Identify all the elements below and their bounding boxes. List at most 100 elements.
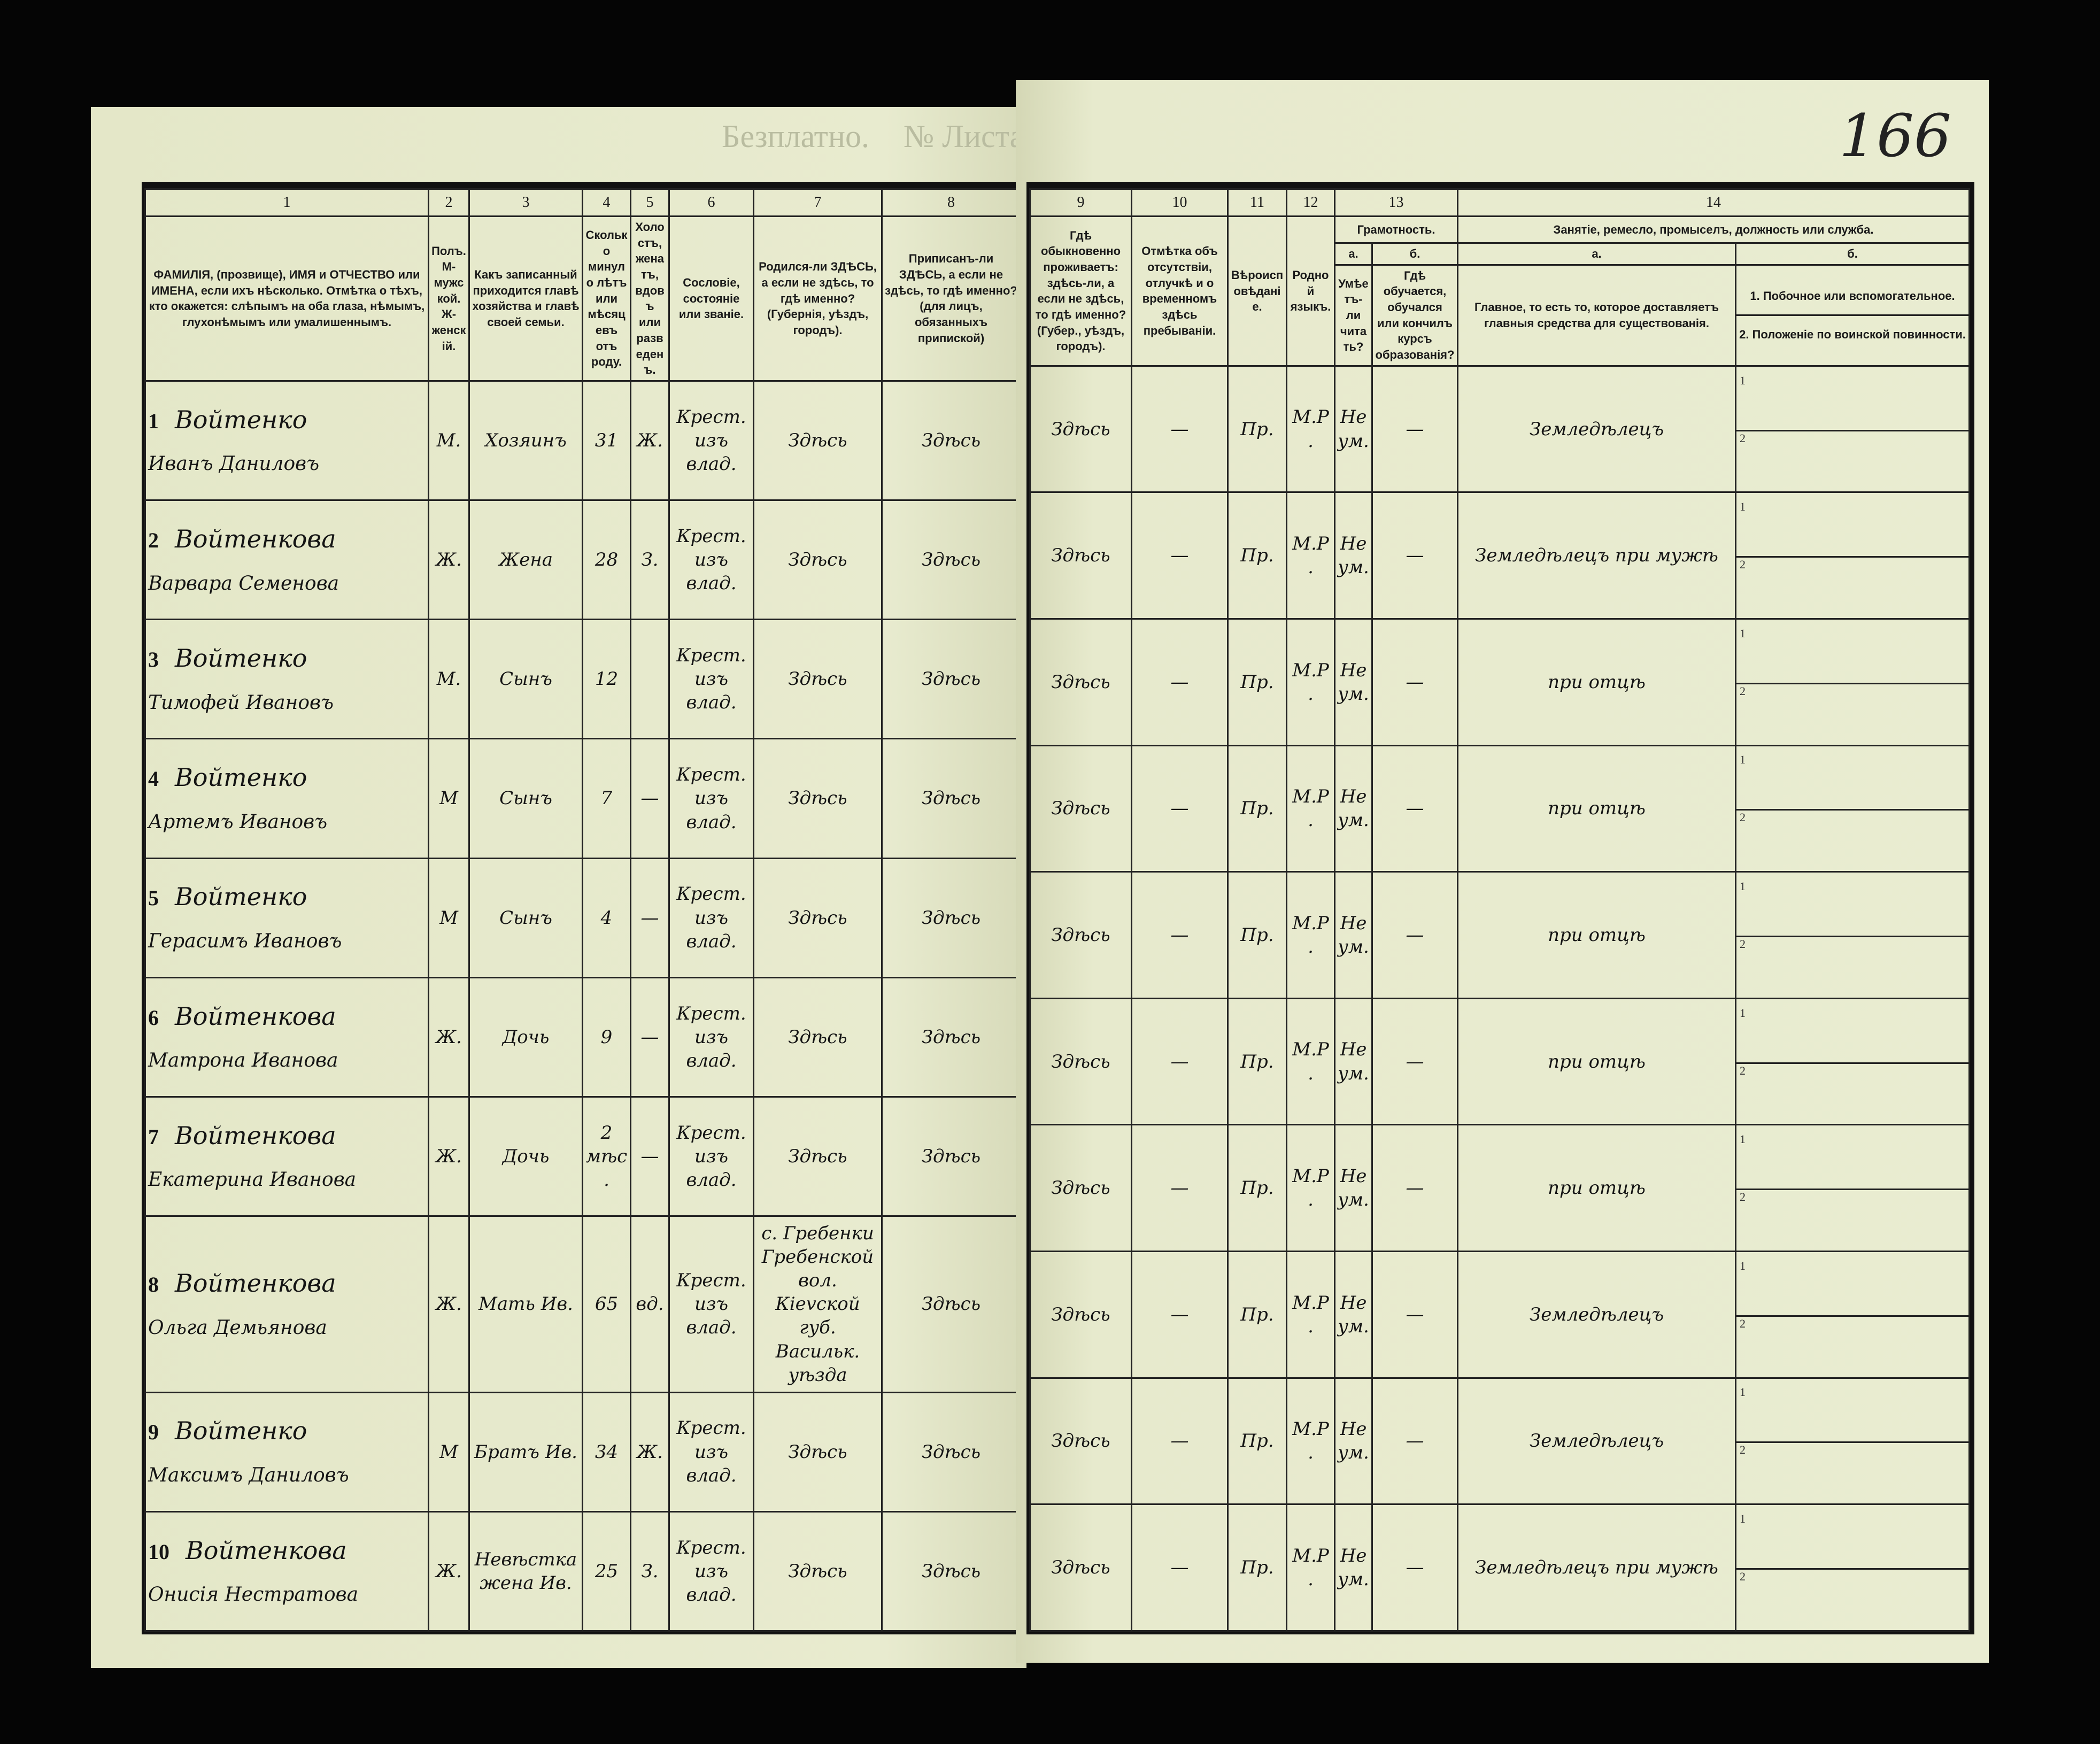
birthplace-cell: Здѣсь bbox=[753, 619, 883, 740]
name-cell: 9 Войтенко Максимъ Даниловъ bbox=[144, 1391, 429, 1513]
residence-cell: Здѣсь bbox=[1029, 1503, 1132, 1632]
col-11-number: 11 bbox=[1227, 188, 1287, 217]
marital-status-cell: вд. bbox=[630, 1215, 670, 1393]
sex-cell: Ж. bbox=[428, 499, 470, 621]
education-cell: — bbox=[1371, 997, 1458, 1126]
relation-cell: Дочь bbox=[468, 1095, 583, 1217]
col-14b-letter: б. bbox=[1735, 242, 1970, 266]
col-3-header: Какъ записанный приходится главѣ хозяйст… bbox=[468, 215, 583, 382]
native-language-cell: М.Р. bbox=[1286, 997, 1335, 1126]
surname: Войтенко bbox=[175, 882, 307, 912]
name-cell: 4 Войтенко Артемъ Ивановъ bbox=[144, 738, 429, 859]
census-row: 3 Войтенко Тимофей Ивановъ М. Сынъ 12 Крест. и… bbox=[144, 619, 1021, 740]
name-cell: 3 Войтенко Тимофей Ивановъ bbox=[144, 619, 429, 740]
census-row-continued: Здѣсь — Пр. М.Р. Не ум. — при отцѣ 1 2 bbox=[1029, 1124, 1970, 1253]
sub-line-1: 1 bbox=[1737, 753, 1968, 811]
name-cell: 8 Войтенкова Ольга Демьянова bbox=[144, 1215, 429, 1393]
sex-cell: Ж. bbox=[428, 1510, 470, 1632]
estate-cell: Крест. изъ влад. bbox=[668, 1215, 754, 1393]
birthplace-cell: Здѣсь bbox=[753, 1510, 883, 1632]
row-number: 2 bbox=[148, 528, 159, 552]
census-row: 4 Войтенко Артемъ Ивановъ М Сынъ 7— Крест. изъ… bbox=[144, 738, 1021, 859]
surname: Войтенкова bbox=[175, 1121, 336, 1150]
marital-status-cell bbox=[630, 619, 670, 740]
sub-line-2: 2 bbox=[1740, 1316, 1746, 1330]
census-row-continued: Здѣсь — Пр. М.Р. Не ум. — Земледѣлецъ при мужѣ… bbox=[1029, 491, 1970, 620]
education-cell: — bbox=[1371, 1377, 1458, 1506]
col-7-number: 7 bbox=[753, 188, 883, 217]
sub-line-2: 2 bbox=[1740, 1063, 1746, 1077]
col-13a-header: Умѣетъ-ли читать? bbox=[1334, 264, 1373, 367]
marital-status-cell: — bbox=[630, 1095, 670, 1217]
col-6-number: 6 bbox=[668, 188, 754, 217]
estate-cell: Крест. изъ влад. bbox=[668, 857, 754, 978]
registration-cell: Здѣсь bbox=[881, 499, 1021, 621]
sex-cell: М. bbox=[428, 380, 470, 501]
relation-cell: Жена bbox=[468, 499, 583, 621]
sub-line-2: 2 bbox=[1740, 558, 1746, 572]
census-row-continued: Здѣсь — Пр. М.Р. Не ум. — при отцѣ 1 2 bbox=[1029, 871, 1970, 999]
given-name-patronymic: Максимъ Даниловъ bbox=[148, 1464, 349, 1487]
col-1-header: ФАМИЛІЯ, (прозвище), ИМЯ и ОТЧЕСТВО или … bbox=[144, 215, 429, 382]
religion-cell: Пр. bbox=[1227, 1377, 1287, 1506]
col-10-number: 10 bbox=[1131, 188, 1229, 217]
sex-cell: Ж. bbox=[428, 976, 470, 1098]
sub-line-2: 2 bbox=[1740, 1443, 1746, 1457]
absence-cell: — bbox=[1131, 1251, 1229, 1379]
education-cell: — bbox=[1371, 1251, 1458, 1379]
residence-cell: Здѣсь bbox=[1029, 871, 1132, 999]
given-name-patronymic: Артемъ Ивановъ bbox=[148, 811, 328, 833]
sub-line-2: 2 bbox=[1740, 1190, 1746, 1204]
sub-line-1: 1 bbox=[1737, 627, 1968, 684]
religion-cell: Пр. bbox=[1227, 1251, 1287, 1379]
row-number: 6 bbox=[148, 1005, 159, 1030]
education-cell: — bbox=[1371, 1124, 1458, 1253]
relation-cell: Невѣстка жена Ив. bbox=[468, 1510, 583, 1632]
can-read-cell: Не ум. bbox=[1334, 365, 1373, 493]
religion-cell: Пр. bbox=[1227, 1124, 1287, 1253]
native-language-cell: М.Р. bbox=[1286, 1251, 1335, 1379]
can-read-cell: Не ум. bbox=[1334, 744, 1373, 873]
relation-cell: Мать Ив. bbox=[468, 1215, 583, 1393]
census-row: 7 Войтенкова Екатерина Иванова Ж. Дочь 2 мѣс.… bbox=[144, 1095, 1021, 1217]
registration-cell: Здѣсь bbox=[881, 1391, 1021, 1513]
sub-line-2: 2 bbox=[1740, 1570, 1746, 1584]
marital-status-cell: З. bbox=[630, 499, 670, 621]
residence-cell: Здѣсь bbox=[1029, 744, 1132, 873]
given-name-patronymic: Матрона Иванова bbox=[148, 1050, 338, 1072]
col-8-number: 8 bbox=[881, 188, 1021, 217]
education-cell: — bbox=[1371, 618, 1458, 746]
col-14a-header: Главное, то есть то, которое доставляетъ… bbox=[1457, 264, 1736, 367]
name-cell: 10 Войтенкова Онисія Нестратова bbox=[144, 1510, 429, 1632]
relation-cell: Сынъ bbox=[468, 857, 583, 978]
religion-cell: Пр. bbox=[1227, 491, 1287, 620]
sex-cell: М bbox=[428, 1391, 470, 1513]
row-number: 10 bbox=[148, 1539, 169, 1564]
absence-cell: — bbox=[1131, 618, 1229, 746]
col-13a-letter: а. bbox=[1334, 242, 1373, 266]
col-4-number: 4 bbox=[582, 188, 631, 217]
native-language-cell: М.Р. bbox=[1286, 365, 1335, 493]
residence-cell: Здѣсь bbox=[1029, 365, 1132, 493]
row-number: 8 bbox=[148, 1272, 159, 1297]
census-row: 1 Войтенко Иванъ Даниловъ М. Хозяинъ 31 Ж. Крес… bbox=[144, 380, 1021, 501]
residence-cell: Здѣсь bbox=[1029, 618, 1132, 746]
col-3-number: 3 bbox=[468, 188, 583, 217]
registration-cell: Здѣсь bbox=[881, 1510, 1021, 1632]
can-read-cell: Не ум. bbox=[1334, 618, 1373, 746]
census-row: 2 Войтенкова Варвара Семенова Ж. Жена 28 З. Кре… bbox=[144, 499, 1021, 621]
birthplace-cell: Здѣсь bbox=[753, 1391, 883, 1513]
sub-line-2: 2 bbox=[1740, 684, 1746, 698]
can-read-cell: Не ум. bbox=[1334, 1503, 1373, 1632]
sub-line-1: 1 bbox=[1737, 374, 1968, 431]
can-read-cell: Не ум. bbox=[1334, 1124, 1373, 1253]
relation-cell: Дочь bbox=[468, 976, 583, 1098]
estate-cell: Крест. изъ влад. bbox=[668, 738, 754, 859]
sub-line-1: 1 bbox=[1737, 1132, 1968, 1191]
registration-cell: Здѣсь bbox=[881, 619, 1021, 740]
relation-cell: Хозяинъ bbox=[468, 380, 583, 501]
